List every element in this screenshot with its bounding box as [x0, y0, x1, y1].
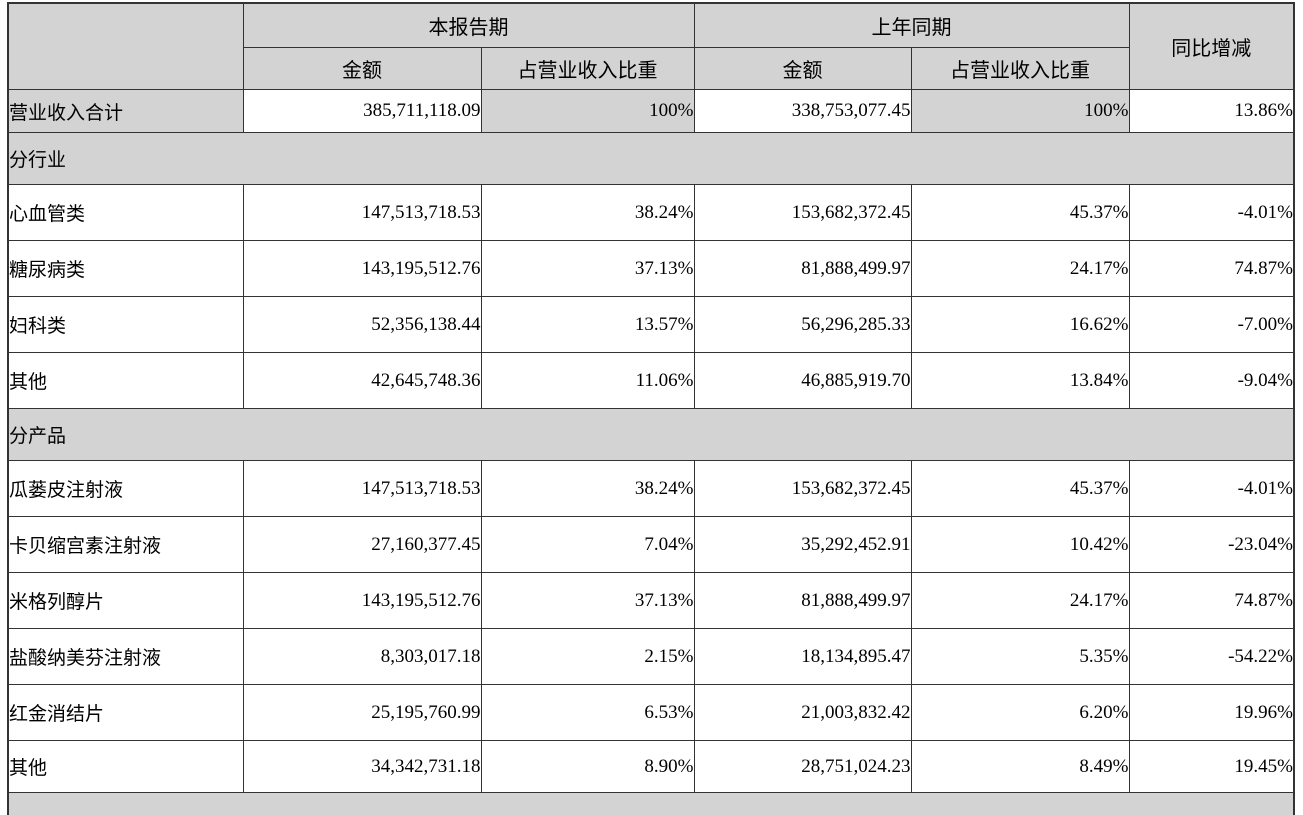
- current-amount-cell: 8,303,017.18: [242, 628, 482, 685]
- prior-share-cell: 16.62%: [910, 296, 1130, 353]
- header-row-periods: 本报告期 上年同期 同比增减: [7, 2, 1295, 90]
- row-label: 红金消结片: [7, 684, 244, 741]
- current-share-cell: 37.13%: [480, 240, 695, 297]
- current-share-cell: 2.15%: [480, 628, 695, 685]
- prior-amount-cell: 81,888,499.97: [693, 572, 912, 629]
- current-amount-cell: 25,195,760.99: [242, 684, 482, 741]
- total-revenue-row: 营业收入合计 385,711,118.09 100% 338,753,077.4…: [7, 89, 1295, 133]
- yoy-cell: 74.87%: [1128, 572, 1295, 629]
- yoy-cell: 74.87%: [1128, 240, 1295, 297]
- prior-share-cell: 10.42%: [910, 516, 1130, 573]
- current-share-cell: 100%: [480, 89, 695, 133]
- prior-amount-cell: 338,753,077.45: [693, 89, 912, 133]
- prior-amount-cell: 28,751,024.23: [693, 740, 912, 793]
- prior-share-cell: 8.49%: [910, 740, 1130, 793]
- prior-share-cell: 5.35%: [910, 628, 1130, 685]
- table-row: 其他 34,342,731.18 8.90% 28,751,024.23 8.4…: [7, 740, 1295, 793]
- current-share-cell: 8.90%: [480, 740, 695, 793]
- yoy-cell: 19.45%: [1128, 740, 1295, 793]
- prior-share-cell: 24.17%: [910, 240, 1130, 297]
- header-current-share: 占营业收入比重: [480, 47, 695, 90]
- prior-amount-cell: 153,682,372.45: [693, 460, 912, 517]
- current-share-cell: 37.13%: [480, 572, 695, 629]
- current-share-cell: 38.24%: [480, 184, 695, 241]
- yoy-cell: -4.01%: [1128, 184, 1295, 241]
- prior-amount-cell: 81,888,499.97: [693, 240, 912, 297]
- row-label: 妇科类: [7, 296, 244, 353]
- yoy-cell: -54.22%: [1128, 628, 1295, 685]
- table-row: 红金消结片 25,195,760.99 6.53% 21,003,832.42 …: [7, 684, 1295, 741]
- row-label: 其他: [7, 740, 244, 793]
- current-amount-cell: 42,645,748.36: [242, 352, 482, 409]
- row-label: 卡贝缩宫素注射液: [7, 516, 244, 573]
- prior-share-cell: 100%: [910, 89, 1130, 133]
- current-amount-cell: 34,342,731.18: [242, 740, 482, 793]
- header-current-period: 本报告期: [242, 2, 695, 48]
- yoy-cell: 19.96%: [1128, 684, 1295, 741]
- header-prior-share: 占营业收入比重: [910, 47, 1130, 90]
- table-row: 米格列醇片 143,195,512.76 37.13% 81,888,499.9…: [7, 572, 1295, 629]
- section-title-partial: [7, 792, 1295, 815]
- section-header-partial: [7, 792, 1295, 815]
- current-amount-cell: 147,513,718.53: [242, 184, 482, 241]
- prior-amount-cell: 56,296,285.33: [693, 296, 912, 353]
- yoy-cell: -23.04%: [1128, 516, 1295, 573]
- section-header-by-industry: 分行业: [7, 132, 1295, 185]
- current-amount-cell: 27,160,377.45: [242, 516, 482, 573]
- prior-amount-cell: 18,134,895.47: [693, 628, 912, 685]
- prior-amount-cell: 35,292,452.91: [693, 516, 912, 573]
- current-share-cell: 6.53%: [480, 684, 695, 741]
- section-header-by-product: 分产品: [7, 408, 1295, 461]
- prior-share-cell: 24.17%: [910, 572, 1130, 629]
- yoy-cell: -9.04%: [1128, 352, 1295, 409]
- prior-share-cell: 13.84%: [910, 352, 1130, 409]
- header-current-amount: 金额: [242, 47, 482, 90]
- section-title: 分产品: [7, 408, 1295, 461]
- row-label: 营业收入合计: [7, 89, 244, 133]
- current-amount-cell: 143,195,512.76: [242, 572, 482, 629]
- table-row: 卡贝缩宫素注射液 27,160,377.45 7.04% 35,292,452.…: [7, 516, 1295, 573]
- table-row: 瓜蒌皮注射液 147,513,718.53 38.24% 153,682,372…: [7, 460, 1295, 517]
- prior-amount-cell: 21,003,832.42: [693, 684, 912, 741]
- current-share-cell: 11.06%: [480, 352, 695, 409]
- current-share-cell: 38.24%: [480, 460, 695, 517]
- revenue-breakdown-table: 本报告期 上年同期 同比增减 金额 占营业收入比重 金额 占营业收入比重 营业收…: [7, 2, 1295, 815]
- prior-share-cell: 6.20%: [910, 684, 1130, 741]
- current-amount-cell: 52,356,138.44: [242, 296, 482, 353]
- yoy-cell: -4.01%: [1128, 460, 1295, 517]
- header-prior-period: 上年同期: [693, 2, 1130, 48]
- row-label: 米格列醇片: [7, 572, 244, 629]
- current-amount-cell: 385,711,118.09: [242, 89, 482, 133]
- table-row: 妇科类 52,356,138.44 13.57% 56,296,285.33 1…: [7, 296, 1295, 353]
- header-prior-amount: 金额: [693, 47, 912, 90]
- corner-empty-cell: [7, 2, 244, 90]
- prior-amount-cell: 46,885,919.70: [693, 352, 912, 409]
- table-row: 糖尿病类 143,195,512.76 37.13% 81,888,499.97…: [7, 240, 1295, 297]
- table-row: 盐酸纳美芬注射液 8,303,017.18 2.15% 18,134,895.4…: [7, 628, 1295, 685]
- row-label: 盐酸纳美芬注射液: [7, 628, 244, 685]
- current-amount-cell: 143,195,512.76: [242, 240, 482, 297]
- current-share-cell: 13.57%: [480, 296, 695, 353]
- table-row: 心血管类 147,513,718.53 38.24% 153,682,372.4…: [7, 184, 1295, 241]
- prior-amount-cell: 153,682,372.45: [693, 184, 912, 241]
- current-amount-cell: 147,513,718.53: [242, 460, 482, 517]
- yoy-cell: 13.86%: [1128, 89, 1295, 133]
- header-yoy-change: 同比增减: [1128, 2, 1295, 90]
- row-label: 糖尿病类: [7, 240, 244, 297]
- header-row-metrics: 金额 占营业收入比重 金额 占营业收入比重: [8, 47, 1294, 90]
- yoy-cell: -7.00%: [1128, 296, 1295, 353]
- row-label: 其他: [7, 352, 244, 409]
- table-row: 其他 42,645,748.36 11.06% 46,885,919.70 13…: [7, 352, 1295, 409]
- current-share-cell: 7.04%: [480, 516, 695, 573]
- prior-share-cell: 45.37%: [910, 184, 1130, 241]
- section-title: 分行业: [7, 132, 1295, 185]
- prior-share-cell: 45.37%: [910, 460, 1130, 517]
- row-label: 心血管类: [7, 184, 244, 241]
- row-label: 瓜蒌皮注射液: [7, 460, 244, 517]
